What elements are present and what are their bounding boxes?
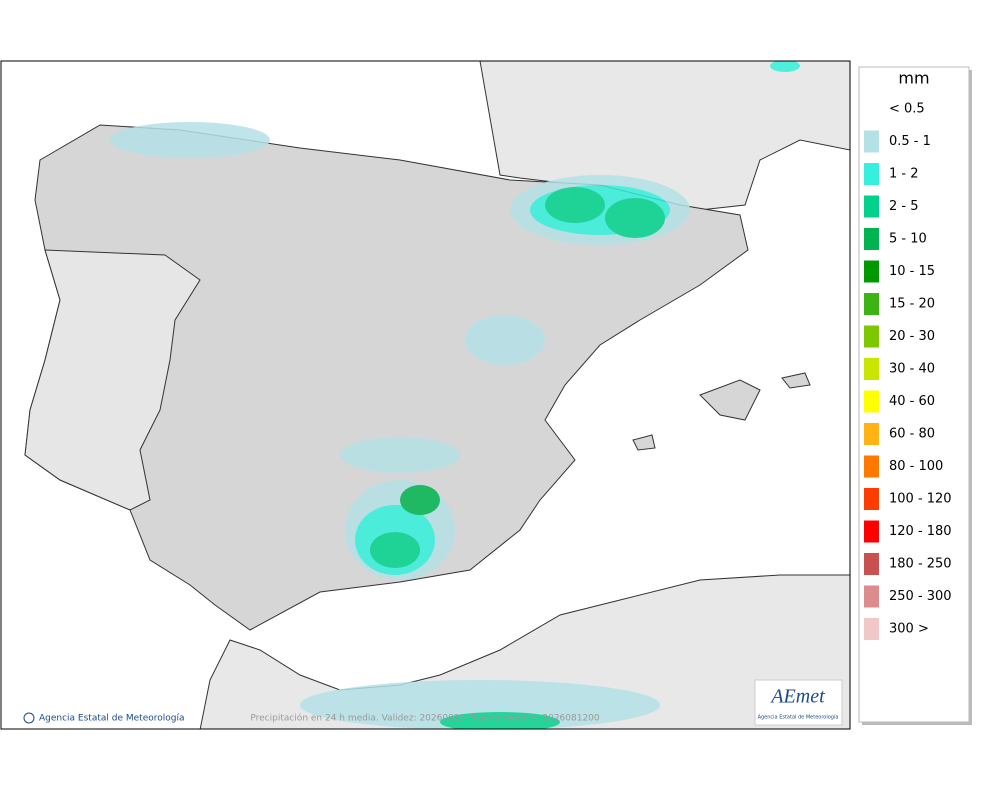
rain-area [370, 532, 420, 568]
legend-label: 40 - 60 [889, 394, 935, 409]
legend-swatch [864, 553, 879, 575]
legend-label: 20 - 30 [889, 329, 935, 344]
legend-label: 300 > [889, 622, 929, 637]
france [479, 61, 850, 211]
legend-swatch [864, 260, 879, 283]
logo: AEmet [769, 686, 825, 708]
menorca [781, 372, 811, 389]
legend-swatch [864, 455, 879, 478]
rain-area [770, 61, 800, 72]
legend-label: 10 - 15 [889, 264, 935, 279]
copyright-icon [23, 712, 35, 724]
legend-label: 250 - 300 [889, 589, 952, 604]
mallorca [699, 379, 761, 421]
rain-area [545, 187, 605, 223]
logo-box [754, 679, 843, 726]
legend-label: 100 - 120 [889, 492, 952, 507]
rain-area [400, 485, 440, 515]
legend-swatch [864, 163, 879, 185]
caption: Precipitación en 24 h media. Validez: 20… [250, 713, 600, 724]
rain-area [300, 680, 660, 729]
logo-subtitle: Agencia Estatal de Meteorología [758, 714, 839, 721]
rain-area [440, 712, 560, 729]
legend-swatch [864, 325, 879, 348]
legend-swatch [864, 195, 879, 218]
portugal [24, 249, 201, 511]
legend-unit: mm [898, 69, 929, 88]
map-frame [0, 60, 851, 730]
legend-swatch [864, 130, 879, 153]
legend-swatch [864, 618, 879, 640]
legend-swatch [864, 390, 879, 413]
legend-swatch [864, 585, 879, 608]
legend-label: 2 - 5 [889, 199, 919, 214]
rain-area [110, 122, 270, 158]
rain-area [465, 315, 545, 365]
legend-label: 80 - 100 [889, 459, 943, 474]
legend-swatch [864, 520, 879, 543]
legend-label: 1 - 2 [889, 167, 919, 182]
legend-swatch [864, 228, 879, 250]
legend-label: 0.5 - 1 [889, 134, 931, 149]
legend-swatch [864, 358, 879, 380]
legend-label: 60 - 80 [889, 427, 935, 442]
legend-label: 30 - 40 [889, 362, 935, 377]
ibiza [632, 434, 656, 451]
credit: Agencia Estatal de Meteorología [39, 714, 185, 724]
precipitation [110, 61, 800, 729]
legend-label: < 0.5 [889, 102, 925, 117]
legend-swatch [864, 293, 879, 315]
legend-items: < 0.5 0.5 - 1 1 - 2 2 - 5 5 - 10 10 - 15 15 - … [864, 102, 952, 640]
map [24, 61, 850, 729]
legend-label: 120 - 180 [889, 524, 952, 539]
legend-swatch [864, 488, 879, 510]
rain-area [340, 437, 460, 473]
legend-swatch [864, 423, 879, 445]
legend-label: 15 - 20 [889, 297, 935, 312]
legend-label: 5 - 10 [889, 232, 927, 247]
legend-label: 180 - 250 [889, 557, 952, 572]
rain-area [605, 198, 665, 238]
